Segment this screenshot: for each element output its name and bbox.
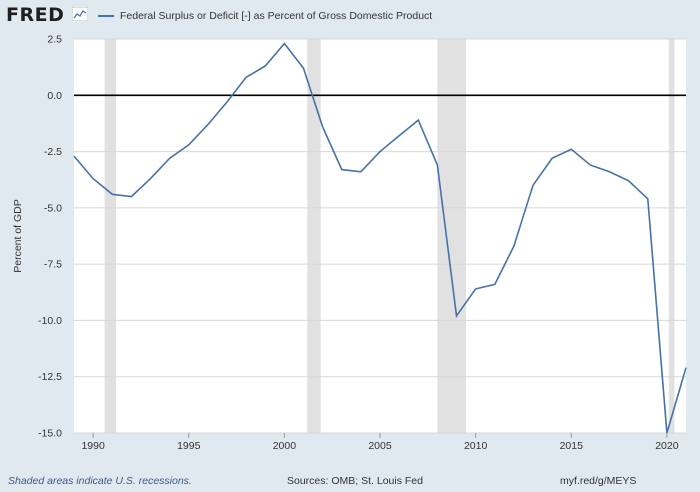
x-tick-label: 1990 (81, 440, 105, 452)
x-tick-label: 2020 (655, 440, 679, 452)
y-tick-label: -12.5 (38, 371, 62, 383)
recession-band (104, 39, 117, 433)
recession-band (307, 39, 321, 433)
x-axis-ticks: 1990 1995 2000 2005 2010 2015 2020 (81, 433, 679, 452)
chart-line-icon (72, 7, 88, 21)
y-tick-label: -5.0 (44, 202, 62, 214)
plot-area (74, 39, 686, 433)
recession-bands (104, 39, 675, 433)
y-tick-label: -10.0 (38, 315, 62, 327)
recession-note: Shaded areas indicate U.S. recessions. (8, 475, 192, 487)
legend-label: Federal Surplus or Deficit [-] as Percen… (120, 10, 433, 22)
x-tick-label: 2015 (560, 440, 584, 452)
x-tick-label: 2005 (368, 440, 392, 452)
recession-band (437, 39, 467, 433)
y-tick-label: 0.0 (47, 90, 62, 102)
series-line[interactable] (73, 42, 687, 434)
y-tick-label: -2.5 (44, 146, 62, 158)
short-link[interactable]: myf.red/g/MEYS (560, 475, 637, 487)
source-text: Sources: OMB; St. Louis Fed (287, 475, 423, 487)
header: FRED Federal Surplus or Deficit [-] as P… (0, 0, 700, 34)
x-tick-label: 2000 (273, 440, 297, 452)
x-tick-label: 2010 (464, 440, 488, 452)
y-axis-title: Percent of GDP (12, 199, 24, 273)
recession-band (668, 39, 675, 433)
y-tick-label: -7.5 (44, 259, 62, 271)
y-axis-ticks: 2.5 0.0 -2.5 -5.0 -7.5 -10.0 -12.5 -15.0 (38, 34, 62, 440)
legend: Federal Surplus or Deficit [-] as Percen… (98, 10, 432, 22)
x-tick-label: 1995 (177, 440, 201, 452)
fred-logo[interactable]: FRED (6, 4, 65, 26)
y-tick-label: 2.5 (47, 34, 62, 46)
legend-swatch (98, 15, 114, 17)
y-tick-label: -15.0 (38, 428, 62, 440)
